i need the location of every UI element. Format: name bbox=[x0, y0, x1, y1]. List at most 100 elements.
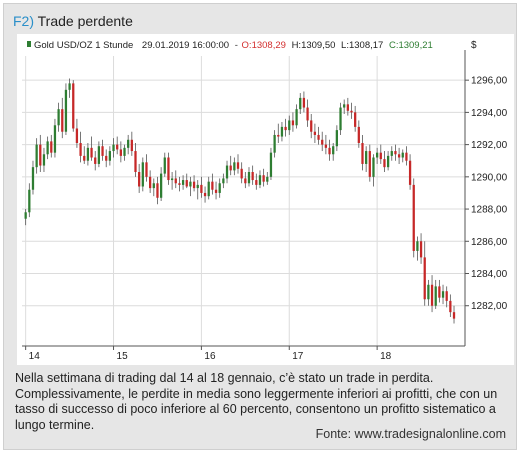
x-tick-label: 18 bbox=[380, 351, 392, 362]
candle-body-down bbox=[50, 141, 53, 153]
candle-body-up bbox=[390, 151, 393, 156]
x-tick-label: 15 bbox=[117, 351, 129, 362]
candle-body-down bbox=[255, 180, 258, 185]
candle-body-down bbox=[423, 257, 426, 300]
candle-body-down bbox=[244, 178, 247, 184]
candle-body-up bbox=[159, 173, 163, 198]
candle-body-down bbox=[138, 172, 141, 187]
candle-body-down bbox=[203, 192, 207, 197]
candle-body-down bbox=[94, 157, 97, 164]
candle-body-down bbox=[383, 159, 386, 168]
candle-body-down bbox=[346, 104, 349, 111]
candle-body-down bbox=[39, 144, 42, 166]
header-close: C:1309,21 bbox=[389, 40, 433, 51]
candle-body-down bbox=[452, 312, 456, 319]
candle-body-down bbox=[302, 97, 306, 108]
candle-body-down bbox=[354, 112, 357, 127]
candle-body-up bbox=[123, 147, 126, 156]
candle-body-down bbox=[328, 147, 331, 155]
candle-body-up bbox=[163, 157, 166, 174]
candle-body-down bbox=[134, 151, 137, 172]
candle-body-down bbox=[185, 180, 188, 187]
candle-body-up bbox=[86, 147, 90, 161]
candle-body-up bbox=[441, 291, 445, 298]
candle-body-up bbox=[266, 176, 269, 182]
x-tick-label: 17 bbox=[292, 351, 304, 362]
candle-body-up bbox=[64, 89, 68, 132]
candle-body-down bbox=[101, 146, 104, 156]
candle-body-down bbox=[75, 128, 79, 143]
candle-body-down bbox=[83, 155, 86, 161]
chart-header: Gold USD/OZ 1 Stunde 29.01.2019 16:00:00… bbox=[27, 40, 477, 51]
candle-body-up bbox=[258, 175, 262, 185]
candle-body-down bbox=[449, 300, 452, 313]
header-low: L:1308,17 bbox=[341, 40, 383, 51]
candle-body-down bbox=[149, 176, 152, 189]
candle-body-down bbox=[368, 151, 371, 177]
y-tick-label: 1292,00 bbox=[471, 140, 508, 151]
candle-body-up bbox=[434, 286, 437, 306]
candle-body-down bbox=[405, 152, 408, 161]
candle-body-up bbox=[269, 152, 273, 177]
y-tick-label: 1296,00 bbox=[471, 76, 508, 87]
x-tick-label: 14 bbox=[29, 351, 41, 362]
candle-body-down bbox=[397, 154, 401, 158]
y-tick-label: 1286,00 bbox=[471, 237, 508, 248]
chart-area: 1282,00 1284,00 1286,00 1288,00 1290,00 1292,… bbox=[17, 34, 514, 365]
header-open: O:1308,29 bbox=[242, 40, 286, 51]
candle-body-up bbox=[68, 83, 71, 90]
candle-body-down bbox=[262, 175, 265, 182]
header-high: H:1309,50 bbox=[292, 40, 336, 51]
candle-body-up bbox=[372, 157, 375, 177]
candle-body-down bbox=[61, 109, 64, 132]
figure-caption: Nella settimana di trading dal 14 al 18 … bbox=[15, 371, 498, 432]
candle-body-up bbox=[427, 284, 430, 300]
candle-body-up bbox=[343, 104, 346, 108]
candle-body-up bbox=[53, 125, 57, 153]
candle-body-down bbox=[445, 291, 448, 301]
candle-body-up bbox=[218, 183, 221, 193]
candle-body-up bbox=[332, 146, 335, 155]
candle-body-down bbox=[408, 160, 412, 185]
candle-body-up bbox=[295, 109, 298, 126]
candle-body-down bbox=[156, 183, 159, 198]
candle-body-down bbox=[419, 241, 423, 258]
candle-body-up bbox=[24, 212, 27, 219]
candle-body-down bbox=[313, 131, 317, 135]
candle-body-up bbox=[108, 151, 112, 161]
candle-body-down bbox=[438, 286, 441, 298]
y-tick-label: 1288,00 bbox=[471, 205, 508, 216]
header-up-candle-icon bbox=[27, 41, 31, 47]
y-tick-label: 1284,00 bbox=[471, 269, 508, 280]
candle-body-down bbox=[310, 120, 313, 132]
candle-body-down bbox=[251, 172, 254, 181]
candle-body-down bbox=[306, 107, 309, 121]
candle-body-down bbox=[284, 126, 287, 131]
candle-body-down bbox=[174, 178, 177, 184]
x-tick-label: 16 bbox=[204, 351, 216, 362]
candle-body-up bbox=[247, 172, 251, 184]
candle-body-up bbox=[273, 134, 276, 153]
candle-body-up bbox=[181, 180, 185, 185]
header-datetime: 29.01.2019 16:00:00 bbox=[142, 40, 229, 51]
candle-body-down bbox=[211, 181, 214, 190]
candle-body-down bbox=[72, 83, 75, 129]
chart-axes: 1282,00 1284,00 1286,00 1288,00 1290,00 1292,… bbox=[22, 50, 508, 362]
candle-body-down bbox=[350, 110, 353, 113]
candle-body-down bbox=[79, 143, 82, 156]
candle-body-down bbox=[90, 147, 93, 158]
candle-body-down bbox=[200, 184, 203, 193]
svg-text:Gold USD/OZ 1 Stunde: Gold USD/OZ 1 Stunde 29.01.2019 16:00:00… bbox=[34, 40, 433, 51]
candle-body-up bbox=[416, 241, 419, 251]
candle-body-up bbox=[288, 120, 291, 131]
candle-body-down bbox=[379, 152, 382, 160]
candle-body-down bbox=[324, 144, 328, 148]
candle-body-up bbox=[299, 97, 302, 110]
figure-panel: F2) Trade perdente 1282,00 1284,00 1286,00… bbox=[3, 3, 517, 450]
candle-body-down bbox=[277, 134, 280, 137]
candle-body-down bbox=[116, 144, 119, 150]
figure-number: F2) bbox=[13, 13, 34, 29]
candle-body-up bbox=[46, 141, 49, 155]
candle-body-up bbox=[189, 181, 192, 187]
candle-body-down bbox=[236, 162, 240, 169]
